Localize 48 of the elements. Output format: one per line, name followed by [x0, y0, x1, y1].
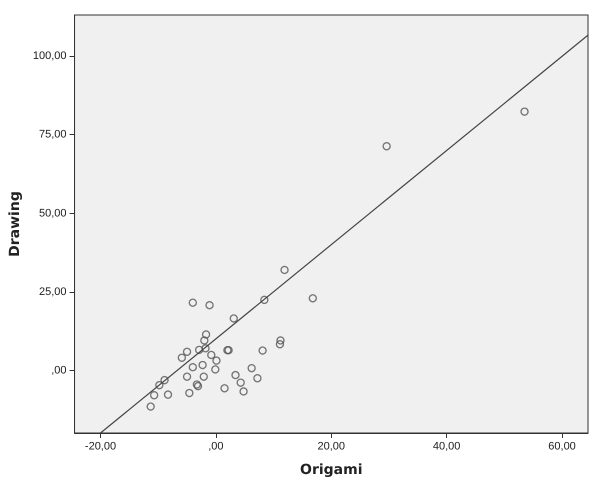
y-tick-label: 100,00 [32, 50, 67, 62]
point [230, 314, 238, 323]
y-tick-label: ,00 [51, 364, 67, 377]
point [205, 301, 214, 310]
point [212, 356, 221, 365]
point [195, 346, 204, 354]
y-tick-label: 25,00 [39, 286, 67, 298]
x-tick-label: -20,00 [84, 440, 116, 452]
x-tick-label: 60,00 [548, 440, 576, 452]
y-axis-title: Drawing [7, 191, 23, 257]
point [308, 294, 317, 302]
point [198, 360, 207, 370]
point [200, 336, 208, 345]
x-tick-label: 40,00 [432, 440, 460, 452]
point [150, 391, 158, 400]
y-tick-label: 75,00 [39, 128, 67, 141]
point [164, 390, 172, 399]
point [182, 348, 192, 356]
point [239, 387, 248, 396]
point [182, 372, 192, 381]
point [248, 364, 256, 372]
y-tick-label: 50,00 [39, 207, 67, 220]
point [280, 266, 289, 274]
point [207, 350, 216, 360]
point [202, 330, 210, 339]
point [231, 370, 240, 380]
point [260, 296, 268, 304]
point [201, 344, 210, 352]
point [211, 365, 220, 374]
point [520, 107, 529, 116]
point [188, 298, 197, 307]
x-tick-label: ,00 [208, 440, 224, 452]
point [258, 346, 267, 355]
point [276, 340, 284, 348]
point [146, 402, 155, 411]
x-axis-title: Origami [300, 462, 363, 478]
point [200, 372, 208, 381]
point [188, 363, 197, 372]
point [236, 378, 245, 387]
point [276, 336, 285, 345]
x-tick-label: 20,00 [318, 440, 346, 452]
point [253, 374, 262, 382]
point [220, 384, 229, 392]
point [155, 381, 164, 390]
point [178, 354, 186, 362]
point [185, 388, 194, 398]
point [160, 376, 169, 384]
point [382, 142, 391, 150]
